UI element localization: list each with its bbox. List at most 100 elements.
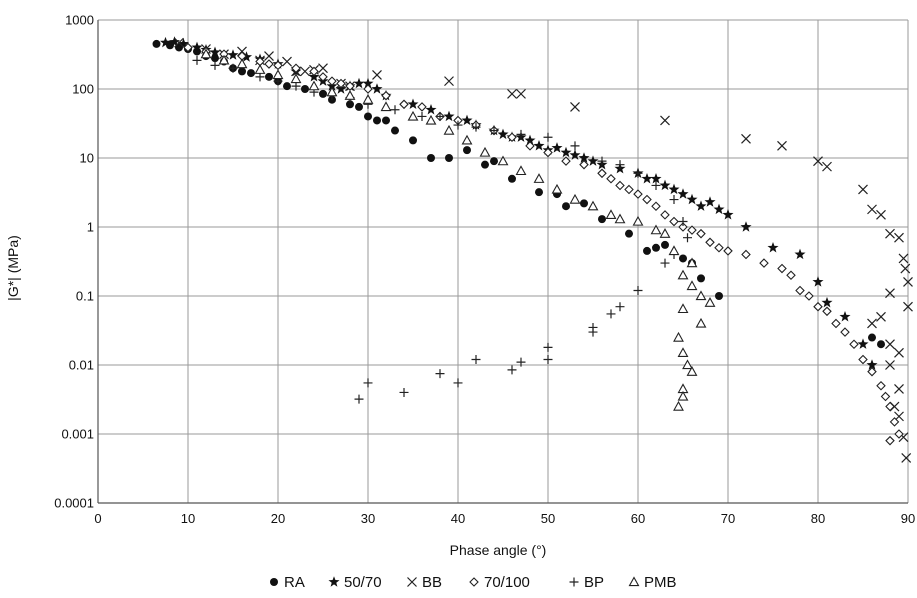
legend-label: RA <box>284 574 305 591</box>
data-point <box>507 365 517 375</box>
data-point <box>605 209 617 219</box>
data-point <box>682 359 693 370</box>
data-point <box>840 327 850 337</box>
data-point <box>894 232 904 243</box>
data-point <box>264 59 274 69</box>
data-point <box>551 183 563 194</box>
data-point <box>507 88 517 99</box>
data-point <box>364 112 372 121</box>
data-point <box>606 173 616 184</box>
data-point <box>651 180 661 190</box>
data-point <box>839 310 851 322</box>
data-point <box>673 331 684 342</box>
data-point <box>642 194 652 205</box>
x-tick-label: 70 <box>721 511 735 526</box>
data-point <box>715 292 723 300</box>
data-point <box>795 285 805 296</box>
data-point <box>633 189 643 199</box>
data-point <box>301 85 309 93</box>
data-point <box>849 339 859 350</box>
data-point <box>588 327 598 337</box>
data-point <box>336 78 346 89</box>
data-series <box>152 36 913 463</box>
data-point <box>308 80 320 91</box>
data-point <box>247 69 255 78</box>
data-point <box>777 263 787 274</box>
data-point <box>741 249 751 260</box>
data-point <box>443 110 455 122</box>
data-point <box>453 120 463 130</box>
data-point <box>625 229 633 238</box>
data-point <box>794 248 806 260</box>
data-point <box>543 147 553 158</box>
data-point <box>210 60 220 70</box>
data-point <box>885 360 895 370</box>
data-point <box>525 141 535 151</box>
data-point <box>697 274 705 283</box>
data-point <box>597 156 607 166</box>
data-point <box>479 146 491 157</box>
data-point <box>678 222 688 232</box>
data-point <box>417 102 427 112</box>
data-point <box>677 188 689 199</box>
data-point <box>695 200 707 211</box>
data-point <box>543 355 553 365</box>
x-tick-label: 80 <box>811 511 825 526</box>
y-tick-label: 10 <box>80 151 94 166</box>
data-point <box>885 228 895 239</box>
data-point <box>885 288 895 299</box>
data-point <box>866 359 878 370</box>
data-point <box>363 378 373 388</box>
series-bp <box>192 55 692 404</box>
data-point <box>228 63 238 73</box>
data-point <box>254 64 266 74</box>
data-point <box>606 309 616 319</box>
data-point <box>461 114 473 126</box>
x-tick-label: 40 <box>451 511 465 526</box>
data-point <box>319 89 327 98</box>
data-point <box>885 401 895 412</box>
data-point <box>516 88 526 99</box>
data-point <box>759 258 769 268</box>
legend-item: BP <box>569 574 604 591</box>
data-point <box>463 146 471 155</box>
data-point <box>427 154 435 162</box>
data-point <box>560 146 572 158</box>
data-point <box>471 355 481 365</box>
legend-marker-icon <box>270 578 278 586</box>
data-point <box>508 174 516 183</box>
data-point <box>238 67 246 76</box>
data-point <box>543 132 553 142</box>
data-point <box>900 263 911 274</box>
data-point <box>354 394 364 404</box>
data-point <box>265 72 273 81</box>
data-point <box>327 76 337 86</box>
data-point <box>880 391 891 402</box>
data-point <box>677 303 689 314</box>
data-point <box>813 156 823 167</box>
data-point <box>578 152 590 163</box>
series-bb <box>174 37 913 463</box>
data-point <box>515 165 527 176</box>
data-point <box>668 245 680 256</box>
data-point <box>713 203 725 215</box>
data-point <box>435 369 445 379</box>
data-point <box>876 311 886 322</box>
data-point <box>614 213 626 224</box>
data-point <box>481 160 489 169</box>
data-point <box>579 159 589 170</box>
data-point <box>661 240 669 249</box>
data-point <box>362 94 374 104</box>
data-point <box>489 126 499 136</box>
data-point <box>308 71 320 82</box>
data-point <box>371 83 383 94</box>
data-point <box>885 339 895 350</box>
y-tick-label: 100 <box>72 82 94 97</box>
data-point <box>633 168 643 178</box>
data-point <box>183 42 193 53</box>
data-point <box>524 134 536 146</box>
data-point <box>471 122 481 132</box>
series-pmb <box>200 48 716 411</box>
legend-marker-icon <box>407 577 417 587</box>
